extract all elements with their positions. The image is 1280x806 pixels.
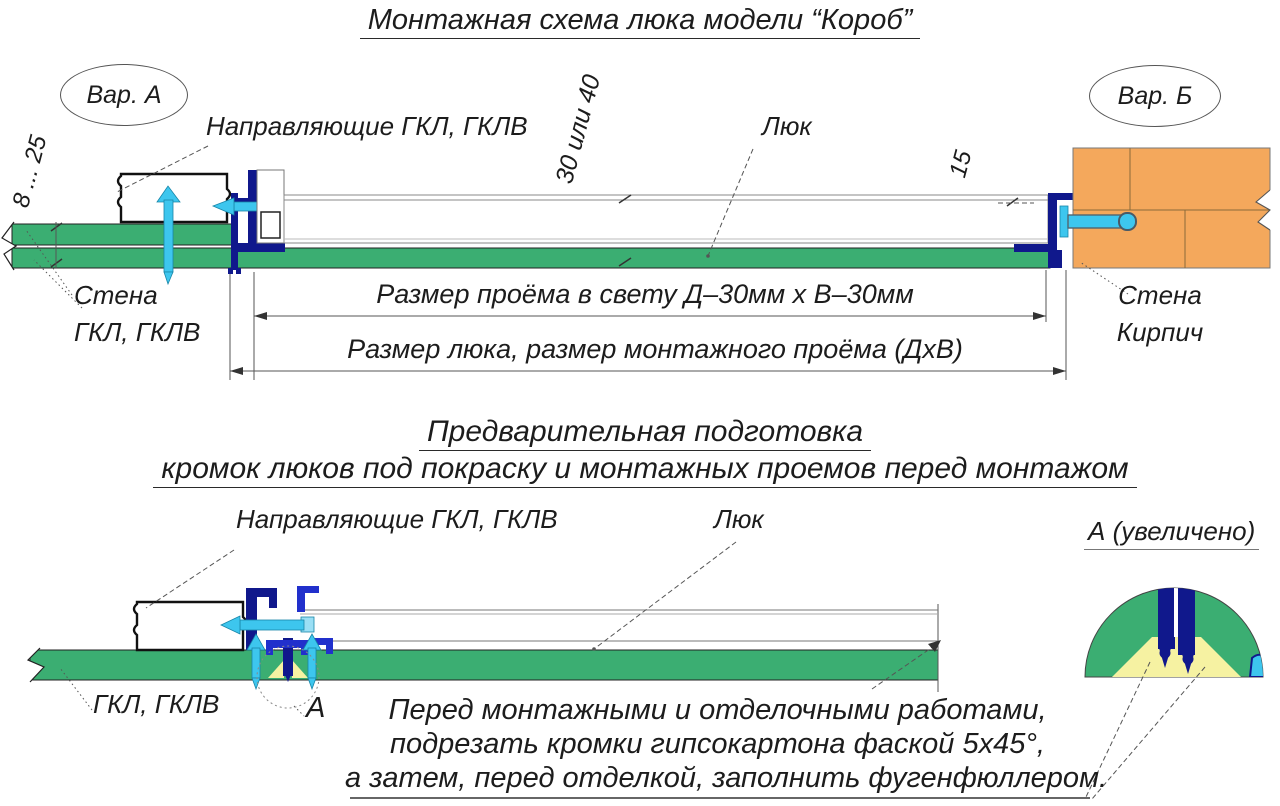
brick-break-symbol <box>1256 190 1280 230</box>
clear-opening-dim-text: Размер проёма в свету Д–30мм х В–30мм <box>376 279 914 309</box>
prep-note-line2: подрезать кромки гипсокартона фаской 5х4… <box>390 728 1045 760</box>
anchor-dowel <box>1059 205 1137 238</box>
guides-label-2: Направляющие ГКЛ, ГКЛВ <box>236 504 558 534</box>
screw-horizontal-2 <box>220 615 315 635</box>
detail-a-circle <box>256 645 320 709</box>
screw-horizontal-1 <box>211 197 259 216</box>
variant-b-label: Вар. Б <box>1117 81 1193 110</box>
wall-brick <box>1072 147 1280 269</box>
guides-label-1: Направляющие ГКЛ, ГКЛВ <box>206 111 528 141</box>
detail-a-marker: А <box>306 692 326 724</box>
wall-gkl-label-2: ГКЛ, ГКЛВ <box>93 689 220 719</box>
variant-a-badge: Вар. А <box>60 64 188 126</box>
wall-right-label: Стена Кирпич <box>1116 280 1204 347</box>
drawing-title: Монтажная схема люка модели “Короб” <box>240 4 1040 39</box>
screw-section <box>1248 653 1263 677</box>
wall-break-symbol-2 <box>22 648 44 682</box>
hatch-door-panel <box>256 169 285 244</box>
mounting-opening-dim-text: Размер люка, размер монтажного проёма (Д… <box>347 334 963 364</box>
detail-leader-1 <box>1085 661 1151 798</box>
variant-a-label: Вар. А <box>86 80 162 109</box>
hatch-label-1: Люк <box>762 111 812 141</box>
hatch-body-2 <box>300 609 938 642</box>
wall-left-label: Стена ГКЛ, ГКЛВ <box>74 280 201 347</box>
detail-a-enlarged <box>1084 587 1264 800</box>
detail-a-title: А (увеличено) <box>1084 516 1260 550</box>
prep-title-line1: Предварительная подготовка <box>240 415 1050 451</box>
leader-lines-2 <box>59 541 941 711</box>
hatch-frame-right <box>1014 193 1073 268</box>
screw-vertical-2b <box>302 633 322 691</box>
detail-leader-2 <box>1091 666 1206 800</box>
leader-lines-1 <box>25 145 1129 309</box>
prep-note: Перед монтажными и отделочными работами,… <box>345 693 1108 795</box>
screw-vertical-1 <box>156 185 181 286</box>
variant-b-badge: Вар. Б <box>1089 65 1221 127</box>
filler-chamfer <box>1112 637 1241 677</box>
hatch-body-1 <box>283 194 1049 244</box>
hatch-label-2: Люк <box>714 504 764 534</box>
prep-note-line1: Перед монтажными и отделочными работами, <box>388 694 1047 726</box>
wall-break-symbol <box>0 222 16 270</box>
dimension-lines-1 <box>50 194 1067 380</box>
wall-gkl-2 <box>22 604 939 692</box>
prep-title-line2: кромок люков под покраску и монтажных пр… <box>130 452 1160 488</box>
prep-note-line3: а затем, перед отделкой, заполнить фуген… <box>345 762 1108 794</box>
